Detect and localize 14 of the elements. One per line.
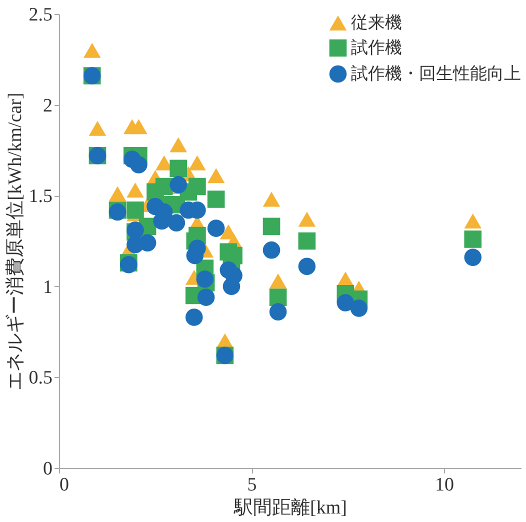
legend-label: 従来機 bbox=[351, 13, 402, 32]
y-tick-label: 2 bbox=[43, 95, 52, 116]
x-axis-title: 駅間距離[km] bbox=[233, 498, 347, 518]
y-tick-label: 1.5 bbox=[28, 186, 52, 208]
x-tick-label: 10 bbox=[435, 474, 454, 496]
legend-label: 試作機・回生性能向上 bbox=[351, 64, 521, 83]
legend-label: 試作機 bbox=[351, 38, 402, 57]
x-tick-label: 5 bbox=[247, 474, 257, 496]
y-tick-label: 0 bbox=[43, 458, 52, 480]
y-tick-label: 0.5 bbox=[28, 368, 52, 389]
y-axis-title: エネルギー消費原単位[kWh/km/car] bbox=[4, 92, 26, 390]
x-tick-label: 0 bbox=[60, 474, 69, 496]
y-tick-label: 1 bbox=[43, 276, 52, 298]
y-tick-label: 2.5 bbox=[28, 4, 52, 26]
